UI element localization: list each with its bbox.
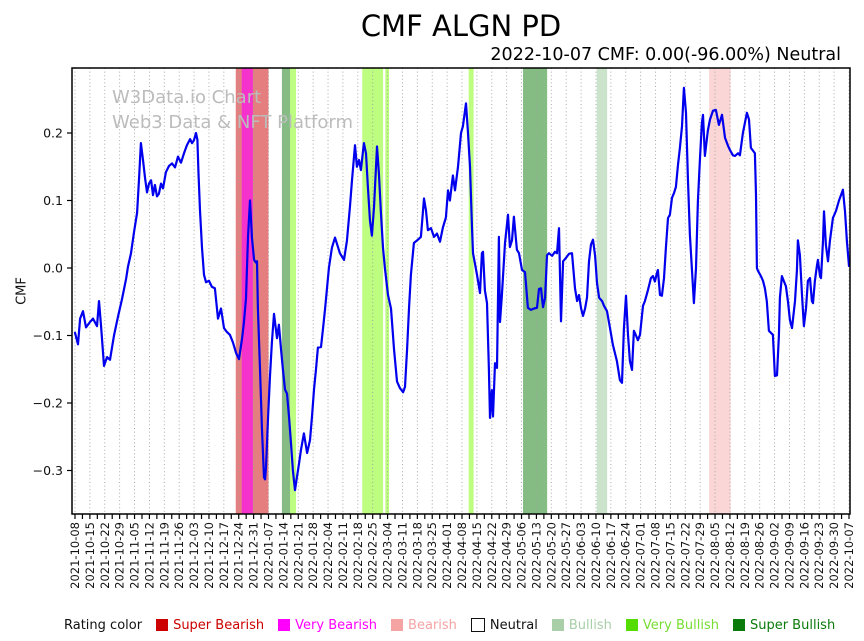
y-tick-label: −0.3 xyxy=(33,463,63,478)
x-tick-label: 2021-10-15 xyxy=(83,522,97,589)
x-tick-label: 2022-03-11 xyxy=(395,522,409,589)
x-tick-label: 2021-10-29 xyxy=(113,522,127,589)
x-tick-label: 2022-04-01 xyxy=(440,522,454,589)
x-tick-label: 2022-05-06 xyxy=(515,522,529,589)
x-tick-label: 2022-05-27 xyxy=(559,522,573,589)
rating-band-very-bullish xyxy=(468,68,474,514)
x-tick-label: 2021-11-05 xyxy=(128,522,142,589)
legend-title: Rating color xyxy=(64,617,143,633)
rating-band-very-bullish xyxy=(362,68,384,514)
y-axis-label: CMF xyxy=(15,277,30,305)
x-tick-label: 2022-02-18 xyxy=(351,522,365,589)
x-tick-label: 2022-04-22 xyxy=(485,522,499,589)
x-tick-label: 2021-12-31 xyxy=(247,522,261,589)
legend-item-super-bearish: Super Bearish xyxy=(156,618,264,633)
x-tick-label: 2021-10-08 xyxy=(68,522,82,589)
x-tick-label: 2022-09-09 xyxy=(782,522,796,589)
x-tick-label: 2021-10-22 xyxy=(98,522,112,589)
legend-item-label: Super Bearish xyxy=(173,617,265,633)
legend-swatch-neutral xyxy=(470,618,485,632)
y-tick-label: 0.1 xyxy=(43,193,63,208)
x-tick-label: 2022-02-25 xyxy=(366,522,380,589)
legend-item-super-bullish: Super Bullish xyxy=(732,617,836,633)
x-tick-label: 2022-08-26 xyxy=(753,522,767,589)
x-tick-label: 2022-05-13 xyxy=(529,522,543,589)
legend-item-very-bearish: Very Bearish xyxy=(278,618,377,633)
x-tick-label: 2021-11-12 xyxy=(142,522,156,589)
x-tick-label: 2022-09-16 xyxy=(797,522,811,589)
y-tick-label: 0.2 xyxy=(43,126,63,141)
legend-swatch-super-bearish xyxy=(156,619,169,631)
x-tick-label: 2022-06-17 xyxy=(604,522,618,589)
x-tick-label: 2022-05-20 xyxy=(544,522,558,589)
legend-item-neutral: Neutral xyxy=(470,617,538,633)
legend-item-label: Very Bullish xyxy=(642,617,719,633)
x-tick-label: 2021-11-26 xyxy=(172,522,186,589)
cmf-series-line xyxy=(73,86,851,492)
y-tick-label: 0.0 xyxy=(43,261,63,276)
x-tick-label: 2022-04-29 xyxy=(500,522,514,589)
x-tick-label: 2022-03-18 xyxy=(410,522,424,589)
x-tick-label: 2022-02-11 xyxy=(336,522,350,589)
x-tick-label: 2021-12-03 xyxy=(187,522,201,589)
x-tick-label: 2022-06-03 xyxy=(574,522,588,589)
axes-box xyxy=(71,67,851,515)
x-tick-label: 2022-07-22 xyxy=(678,522,692,589)
legend-item-bullish: Bullish xyxy=(551,617,612,633)
x-tick-label: 2021-12-24 xyxy=(232,522,246,589)
legend-swatch-super-bullish xyxy=(732,619,745,631)
legend-item-label: Bearish xyxy=(408,617,457,633)
x-tick-label: 2022-09-02 xyxy=(768,522,782,589)
rating-band-super-bullish xyxy=(281,68,291,514)
x-tick-label: 2022-09-30 xyxy=(827,522,841,589)
x-tick-label: 2022-01-14 xyxy=(276,522,290,589)
legend-item-label: Very Bearish xyxy=(295,617,378,633)
x-tick-label: 2022-03-25 xyxy=(425,522,439,589)
x-tick-label: 2022-07-15 xyxy=(663,522,677,589)
legend-item-label: Bullish xyxy=(568,617,612,633)
legend-swatch-bullish xyxy=(551,619,564,631)
x-tick-label: 2022-06-10 xyxy=(589,522,603,589)
legend-item-bearish: Bearish xyxy=(391,618,457,633)
rating-band-bearish xyxy=(709,68,731,514)
x-tick-label: 2022-04-15 xyxy=(470,522,484,589)
x-tick-label: 2022-07-08 xyxy=(649,522,663,589)
x-tick-label: 2022-08-12 xyxy=(723,522,737,589)
legend-item-label: Neutral xyxy=(489,617,538,633)
x-tick-label: 2022-01-21 xyxy=(291,522,305,589)
x-tick-label: 2022-07-29 xyxy=(693,522,707,589)
legend-swatch-bearish xyxy=(391,619,404,631)
x-tick-label: 2022-09-23 xyxy=(812,522,826,589)
legend-item-label: Super Bullish xyxy=(749,617,836,633)
x-tick-label: 2022-08-19 xyxy=(738,522,752,589)
legend-swatch-very-bullish xyxy=(625,619,638,631)
x-tick-label: 2021-12-10 xyxy=(202,522,216,589)
legend-swatch-very-bearish xyxy=(278,619,291,631)
rating-legend: Rating color Super Bearish Very Bearish Be… xyxy=(64,613,835,637)
x-tick-label: 2022-03-04 xyxy=(381,522,395,589)
y-tick-label: −0.2 xyxy=(33,396,63,411)
rating-band-bullish xyxy=(596,68,608,514)
x-tick-label: 2022-04-08 xyxy=(455,522,469,589)
x-tick-label: 2021-11-19 xyxy=(157,522,171,589)
chart-title: CMF ALGN PD xyxy=(360,9,562,43)
x-tick-label: 2022-07-01 xyxy=(634,522,648,589)
rating-band-very-bullish xyxy=(290,68,297,514)
x-tick-label: 2021-12-17 xyxy=(217,522,231,589)
legend-item-very-bullish: Very Bullish xyxy=(625,617,719,633)
x-tick-label: 2022-06-24 xyxy=(619,522,633,589)
x-tick-label: 2022-08-05 xyxy=(708,522,722,589)
x-tick-label: 2022-01-07 xyxy=(262,522,276,589)
chart-subtitle: 2022-10-07 CMF: 0.00(-96.00%) Neutral xyxy=(490,45,841,65)
y-tick-label: −0.1 xyxy=(33,328,63,343)
x-tick-label: 2022-02-04 xyxy=(321,522,335,589)
x-tick-label: 2022-10-07 xyxy=(842,522,856,589)
x-tick-label: 2022-01-28 xyxy=(306,522,320,589)
